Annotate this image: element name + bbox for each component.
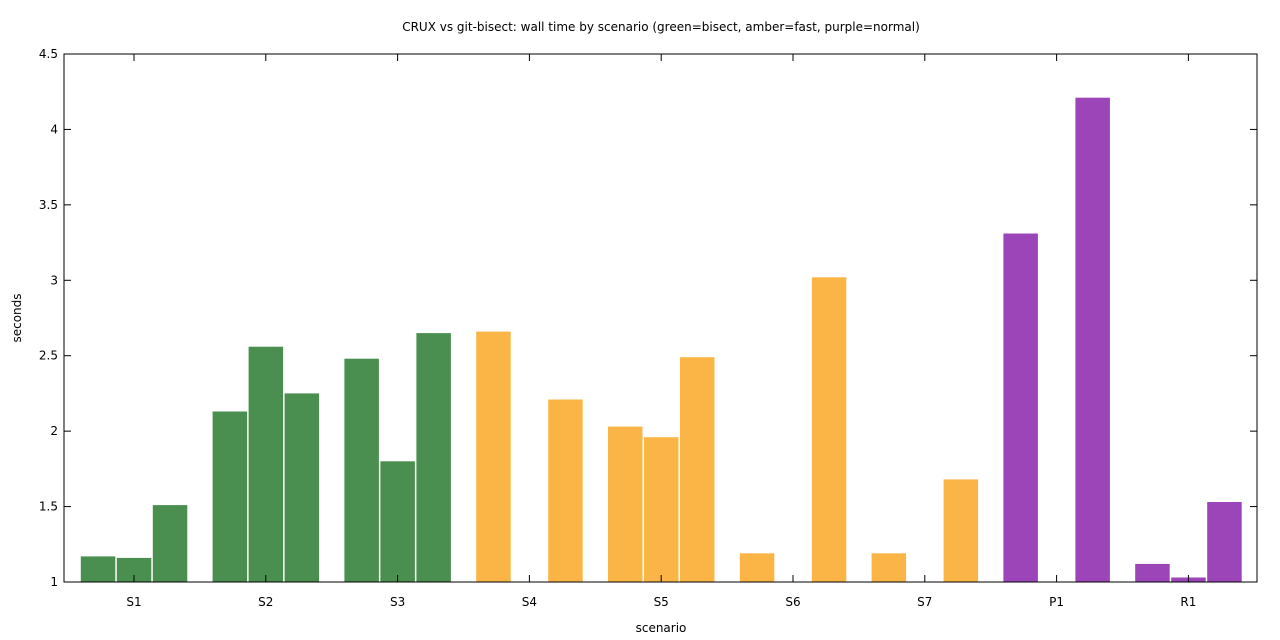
bar-p1-1	[1003, 233, 1038, 582]
bar-p1-3	[1075, 97, 1110, 582]
y-tick-label: 4.5	[39, 47, 58, 61]
x-tick-label: S7	[917, 595, 932, 609]
bar-r1-3	[1207, 502, 1242, 582]
y-tick-label: 3.5	[39, 198, 58, 212]
bar-s4-3	[548, 399, 583, 582]
x-tick-label: S2	[258, 595, 273, 609]
bar-s1-1	[80, 556, 116, 582]
y-tick-label: 2	[50, 424, 58, 438]
bar-s7-1	[871, 553, 907, 582]
bar-s5-2	[644, 437, 679, 582]
chart-title: CRUX vs git-bisect: wall time by scenari…	[402, 20, 920, 34]
bars-layer	[80, 97, 1242, 582]
bar-s2-3	[284, 393, 320, 582]
x-tick-label: S6	[785, 595, 800, 609]
axes-layer: 1 1.5 2 2.5 3 3.5 4 4.5 S1 S2 S3 S4 S5 S6 S7 P1 R1	[39, 47, 1258, 609]
y-tick-label: 3	[50, 273, 58, 287]
bar-s3-3	[416, 333, 451, 582]
bar-s2-2	[248, 346, 284, 582]
bar-s4-1	[476, 331, 511, 582]
bar-s2-1	[212, 411, 248, 582]
plot-frame	[63, 53, 1258, 583]
bar-s6-1	[739, 553, 775, 582]
bar-s3-2	[380, 461, 415, 582]
y-tick-label: 1.5	[39, 500, 58, 514]
bar-s5-1	[608, 426, 643, 582]
y-tick-label: 1	[50, 575, 58, 589]
bar-r1-1	[1135, 563, 1170, 582]
x-axis-label: scenario	[636, 621, 687, 635]
bar-s7-3	[943, 479, 979, 582]
y-tick-label: 4	[50, 122, 58, 136]
x-tick-label: S5	[654, 595, 669, 609]
bar-s5-3	[680, 357, 715, 582]
x-tick-label: S3	[390, 595, 405, 609]
x-tick-label: S1	[126, 595, 141, 609]
x-tick-label: R1	[1180, 595, 1196, 609]
x-tick-label: S4	[522, 595, 537, 609]
bar-s1-3	[152, 505, 188, 582]
y-tick-label: 2.5	[39, 349, 58, 363]
bar-s3-1	[344, 358, 379, 582]
x-tick-label: P1	[1049, 595, 1064, 609]
bar-s6-3	[811, 277, 847, 582]
y-axis-label: seconds	[10, 293, 24, 342]
